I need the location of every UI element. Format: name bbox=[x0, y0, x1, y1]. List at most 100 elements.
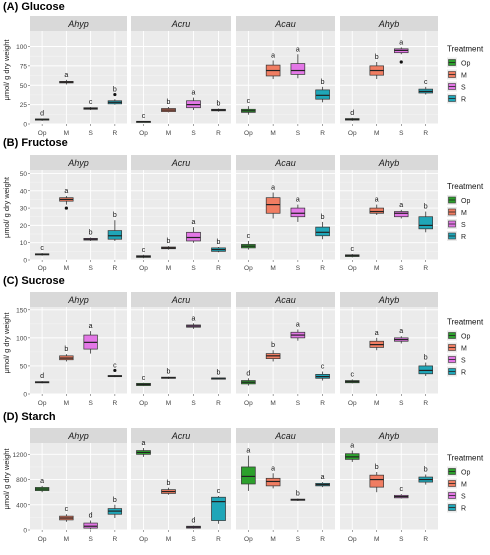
box-m: b bbox=[59, 346, 74, 362]
legend-label: S bbox=[461, 85, 466, 92]
x-tick-label: M bbox=[374, 400, 379, 407]
x-tick-label: S bbox=[191, 536, 196, 543]
legend-label: R bbox=[461, 97, 466, 104]
x-tick-label: R bbox=[216, 265, 221, 272]
box-s: a bbox=[394, 328, 409, 344]
significance-letter: c bbox=[142, 375, 146, 382]
significance-letter: c bbox=[424, 79, 428, 86]
box-m: a bbox=[265, 52, 281, 80]
y-tick-label: 0 bbox=[23, 392, 27, 399]
panel-background bbox=[30, 307, 127, 394]
legend-item-op: Op bbox=[447, 330, 470, 341]
panel-ahyp: Ahyp Op M S Rd b a c bbox=[30, 292, 127, 407]
y-tick-label: 50 bbox=[20, 171, 28, 178]
panel-acau: Acau Op M S Rc a a b bbox=[236, 155, 335, 272]
significance-letter: a bbox=[296, 46, 300, 53]
x-tick-label: S bbox=[296, 265, 301, 272]
legend-label: Op bbox=[461, 61, 470, 68]
x-tick-label: R bbox=[423, 265, 428, 272]
box-op: c bbox=[34, 245, 50, 256]
panel-strip bbox=[30, 428, 127, 443]
significance-letter: a bbox=[375, 330, 379, 337]
significance-letter: b bbox=[167, 238, 171, 245]
significance-letter: a bbox=[375, 197, 379, 204]
panel-strip-label: Ahyb bbox=[378, 295, 400, 305]
box-m: a bbox=[369, 330, 384, 351]
panel-strip bbox=[30, 155, 127, 170]
panel-strip bbox=[30, 292, 127, 307]
legend-item-s: S bbox=[447, 354, 466, 365]
legend-label: R bbox=[461, 234, 466, 241]
significance-letter: b bbox=[167, 480, 171, 487]
significance-letter: b bbox=[321, 214, 325, 221]
box-op: d bbox=[345, 110, 360, 121]
box-iqr bbox=[315, 226, 330, 237]
panel-acau: Acau Op M S Rc a a b bbox=[236, 16, 335, 137]
panel-strip-label: Ahyp bbox=[67, 431, 89, 441]
box-s: a bbox=[290, 321, 306, 341]
panel-strip-label: Acau bbox=[274, 431, 296, 441]
box-s: a bbox=[83, 323, 98, 354]
legend-label: R bbox=[461, 370, 466, 377]
panel-strip-label: Acau bbox=[274, 19, 296, 29]
panel-acru: Acru Op M S Rc b a b bbox=[131, 155, 231, 272]
legend-title: Treatment bbox=[447, 454, 484, 463]
x-tick-label: M bbox=[166, 130, 171, 137]
significance-letter: c bbox=[142, 247, 146, 254]
box-op: d bbox=[34, 111, 50, 121]
x-tick-label: M bbox=[374, 130, 379, 137]
significance-letter: a bbox=[89, 323, 93, 330]
significance-letter: b bbox=[424, 204, 428, 211]
significance-letter: b bbox=[375, 54, 379, 61]
significance-letter: b bbox=[424, 355, 428, 362]
legend-label: Op bbox=[461, 470, 470, 477]
box-s: d bbox=[83, 513, 98, 530]
x-tick-label: R bbox=[216, 536, 221, 543]
y-tick-label: 25 bbox=[20, 102, 28, 109]
x-tick-label: S bbox=[399, 400, 404, 407]
legend-item-r: R bbox=[447, 502, 466, 513]
panel-strip-label: Ahyp bbox=[67, 295, 89, 305]
x-tick-label: R bbox=[320, 400, 325, 407]
panel-background bbox=[340, 170, 438, 260]
significance-letter: b bbox=[321, 79, 325, 86]
x-tick-label: Op bbox=[38, 400, 47, 407]
x-tick-label: R bbox=[320, 536, 325, 543]
legend: Treatment Op MSR bbox=[447, 45, 484, 104]
panel-background bbox=[30, 170, 127, 260]
panel-strip bbox=[131, 292, 231, 307]
x-tick-label: Op bbox=[348, 400, 357, 407]
panel-background bbox=[131, 307, 231, 394]
legend-item-r: R bbox=[447, 231, 466, 241]
box-r: c bbox=[418, 79, 433, 95]
legend-label: Op bbox=[461, 334, 470, 341]
panel-strip-label: Ahyb bbox=[378, 158, 400, 168]
significance-letter: c bbox=[400, 486, 404, 493]
x-tick-label: M bbox=[64, 400, 69, 407]
panel-strip-label: Acru bbox=[171, 295, 191, 305]
x-tick-label: M bbox=[166, 400, 171, 407]
panel-background bbox=[236, 443, 335, 530]
significance-letter: d bbox=[89, 513, 93, 520]
x-tick-label: M bbox=[166, 536, 171, 543]
box-s: c bbox=[83, 99, 98, 111]
significance-letter: a bbox=[350, 443, 354, 450]
legend: Treatment Op MSR bbox=[447, 182, 484, 241]
x-tick-label: Op bbox=[244, 400, 253, 407]
box-iqr bbox=[265, 477, 281, 487]
legend: Treatment Op MSR bbox=[447, 454, 484, 513]
x-tick-label: R bbox=[113, 536, 118, 543]
box-m: a bbox=[265, 185, 281, 219]
legend-item-m: M bbox=[447, 207, 467, 217]
significance-letter: b bbox=[89, 230, 93, 237]
significance-letter: b bbox=[424, 467, 428, 474]
outlier-point bbox=[113, 368, 117, 373]
significance-letter: c bbox=[217, 488, 221, 495]
panel-strip-label: Acru bbox=[171, 19, 191, 29]
x-tick-label: S bbox=[191, 130, 196, 137]
panel-strip bbox=[131, 428, 231, 443]
box-iqr bbox=[418, 216, 433, 230]
outlier-point bbox=[113, 92, 117, 97]
